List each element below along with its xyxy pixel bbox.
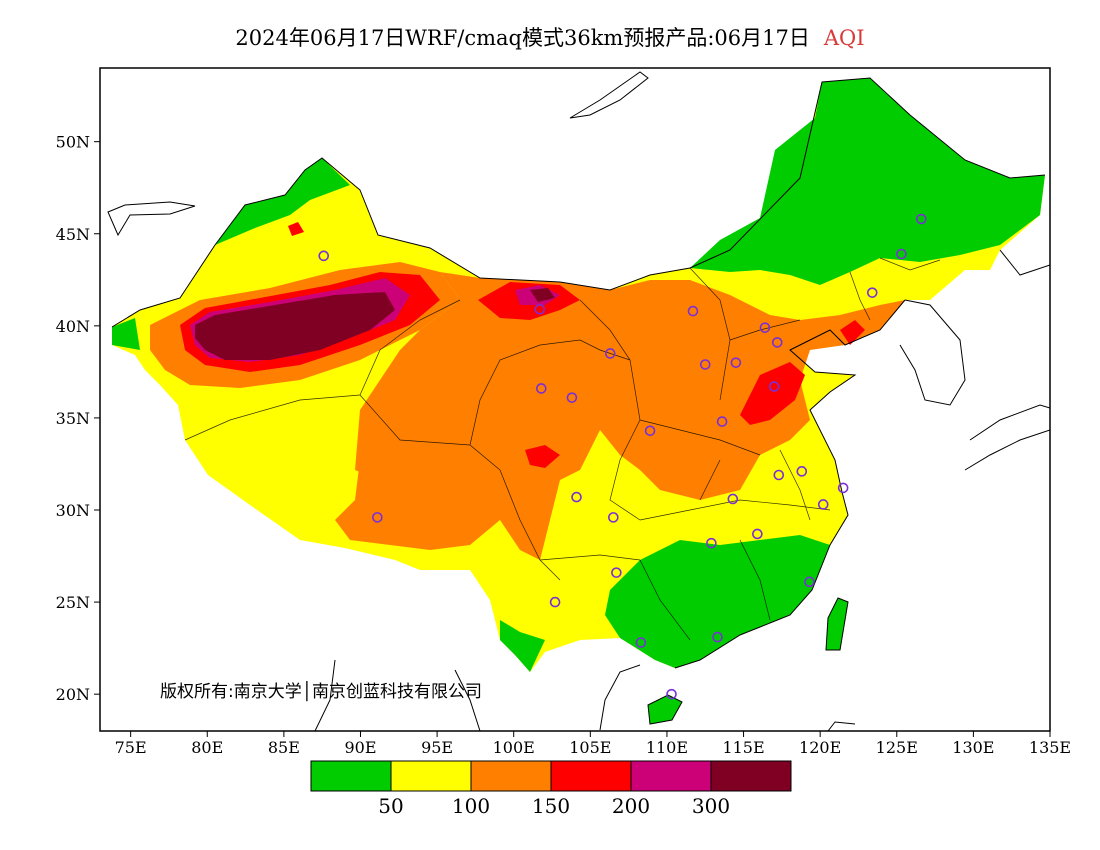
map-area: [107, 71, 1050, 731]
station-marker: [372, 512, 383, 523]
colorbar-swatch: [710, 760, 792, 792]
station-marker: [896, 248, 907, 260]
province-boundaries: [184, 257, 941, 641]
station-marker: [768, 381, 780, 392]
title-main: 2024年06月17日WRF/cmaq模式36km预报产品:06月17日: [235, 26, 810, 50]
station-marker: [752, 528, 763, 540]
aqi-zone-darkred-tarim: [195, 292, 395, 360]
station-marker: [796, 466, 808, 477]
lon-tick-label: 100E: [493, 738, 535, 757]
station-marker: [866, 287, 878, 298]
aqi-zone-green-yunnan: [500, 620, 545, 672]
aqi-zone-red-shandong: [740, 362, 805, 425]
colorbar-swatch: [470, 760, 552, 792]
lon-tick-label: 80E: [191, 738, 223, 757]
station-marker: [759, 322, 771, 333]
station-marker: [716, 416, 728, 427]
lat-tick-label: 50N: [56, 133, 90, 152]
colorbar-label: 200: [612, 794, 650, 818]
station-marker: [699, 359, 711, 370]
station-marker: [773, 469, 785, 481]
colorbar-swatch: [310, 760, 392, 792]
colorbar-label: 150: [532, 794, 570, 818]
colorbar-swatch: [550, 760, 632, 792]
lat-tick-label: 35N: [56, 409, 90, 428]
colorbar-label: 50: [378, 794, 403, 818]
station-marker: [644, 425, 656, 437]
map-frame: [99, 67, 1051, 732]
lat-tick-label: 20N: [56, 685, 90, 704]
colorbar-swatch: [390, 760, 472, 792]
monitoring-stations: [318, 213, 927, 700]
lon-tick-label: 120E: [799, 738, 841, 757]
aqi-zone-red-xinjiang-north: [288, 222, 304, 236]
lat-axis: 50N 45N 40N 35N 30N 25N 20N: [56, 133, 100, 704]
colorbar-label: 300: [692, 794, 730, 818]
aqi-zone-red-sichuan: [525, 445, 560, 468]
lon-tick-label: 95E: [421, 738, 453, 757]
station-marker: [604, 348, 616, 359]
aqi-colorbar: 50 100 150 200 300: [310, 760, 792, 818]
title-variable: AQI: [823, 26, 865, 50]
station-marker: [571, 491, 582, 503]
station-marker: [666, 688, 677, 700]
aqi-zone-green-xinjiang: [215, 158, 350, 245]
station-marker: [566, 392, 578, 403]
lon-tick-label: 115E: [722, 738, 764, 757]
aqi-zone-orange-tibet: [355, 390, 460, 480]
station-marker: [535, 383, 547, 394]
colorbar-swatch: [630, 760, 712, 792]
station-marker: [727, 493, 739, 505]
lon-tick-label: 90E: [344, 738, 376, 757]
station-marker: [730, 357, 742, 368]
station-marker: [771, 337, 783, 348]
station-marker: [706, 537, 717, 549]
station-marker: [915, 213, 927, 225]
lat-tick-label: 40N: [56, 317, 90, 336]
station-marker: [549, 596, 561, 608]
station-marker: [817, 499, 829, 510]
station-marker: [608, 512, 619, 523]
lon-tick-label: 125E: [876, 738, 918, 757]
aqi-zone-darkred-gansu: [530, 288, 555, 302]
station-marker: [804, 576, 815, 588]
station-marker: [687, 305, 699, 317]
lon-tick-label: 75E: [115, 738, 147, 757]
station-marker: [837, 482, 849, 494]
lon-axis: 75E 80E 85E 90E 95E 100E 105E 110E 115E 120E 125E 1…: [115, 731, 1071, 757]
lat-tick-label: 45N: [56, 225, 90, 244]
lon-tick-label: 105E: [569, 738, 611, 757]
aqi-zone-orange-central: [335, 272, 905, 560]
lon-tick-label: 85E: [268, 738, 300, 757]
station-marker: [534, 303, 546, 315]
station-marker: [635, 637, 647, 648]
map-title: 2024年06月17日WRF/cmaq模式36km预报产品:06月17日 AQI: [0, 22, 1100, 52]
station-marker: [611, 567, 622, 578]
station-marker: [318, 250, 330, 262]
lat-tick-label: 30N: [56, 501, 90, 520]
aqi-zone-green-south: [605, 535, 830, 668]
aqi-zone-red-liaoning: [840, 320, 865, 345]
station-marker: [712, 631, 723, 643]
lon-tick-label: 130E: [952, 738, 994, 757]
copyright-text: 版权所有:南京大学│南京创蓝科技有限公司: [160, 681, 482, 702]
lon-tick-label: 110E: [646, 738, 688, 757]
lat-tick-label: 25N: [56, 593, 90, 612]
aqi-zone-green-ili: [112, 318, 140, 350]
coastlines: [107, 71, 1050, 731]
lon-tick-label: 135E: [1029, 738, 1071, 757]
colorbar-label: 100: [452, 794, 490, 818]
aqi-zone-green-northeast: [690, 78, 1045, 285]
